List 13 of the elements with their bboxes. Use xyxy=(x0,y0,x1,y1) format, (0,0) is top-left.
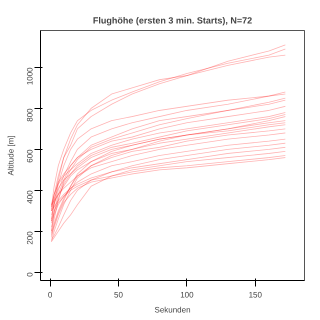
y-axis-title: Altitude [m] xyxy=(6,135,16,176)
y-tick-label: 600 xyxy=(26,148,34,163)
x-axis-title: Sekunden xyxy=(154,306,191,314)
y-tick-label: 800 xyxy=(26,108,34,122)
y-tick-label: 1000 xyxy=(26,66,34,86)
y-tick-label: 200 xyxy=(26,230,34,245)
x-tick-label: 50 xyxy=(114,290,124,300)
chart-title: Flughöhe (ersten 3 min. Starts), N=72 xyxy=(92,16,252,26)
x-tick-label: 0 xyxy=(48,290,53,300)
x-tick-label: 100 xyxy=(180,290,194,300)
x-tick-label: 150 xyxy=(248,290,262,300)
y-tick-label: 400 xyxy=(26,190,34,204)
y-tick-label: 0 xyxy=(26,272,34,277)
